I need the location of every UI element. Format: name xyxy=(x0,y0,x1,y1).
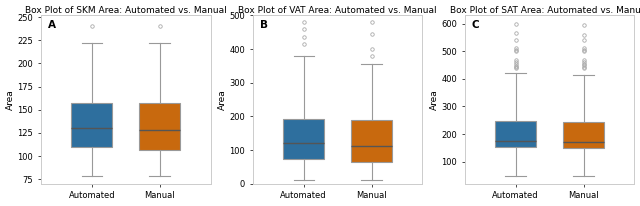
Text: B: B xyxy=(260,20,268,30)
Text: C: C xyxy=(472,20,479,30)
PathPatch shape xyxy=(284,119,324,159)
Title: Box Plot of SAT Area: Automated vs. Manual: Box Plot of SAT Area: Automated vs. Manu… xyxy=(450,6,640,15)
Y-axis label: Area: Area xyxy=(6,89,15,110)
PathPatch shape xyxy=(563,123,604,149)
Title: Box Plot of SKM Area: Automated vs. Manual: Box Plot of SKM Area: Automated vs. Manu… xyxy=(25,6,227,15)
PathPatch shape xyxy=(72,103,112,147)
PathPatch shape xyxy=(140,103,180,150)
PathPatch shape xyxy=(495,121,536,147)
PathPatch shape xyxy=(351,121,392,162)
Y-axis label: Area: Area xyxy=(429,89,438,110)
Title: Box Plot of VAT Area: Automated vs. Manual: Box Plot of VAT Area: Automated vs. Manu… xyxy=(238,6,437,15)
Y-axis label: Area: Area xyxy=(218,89,227,110)
Text: A: A xyxy=(47,20,56,30)
